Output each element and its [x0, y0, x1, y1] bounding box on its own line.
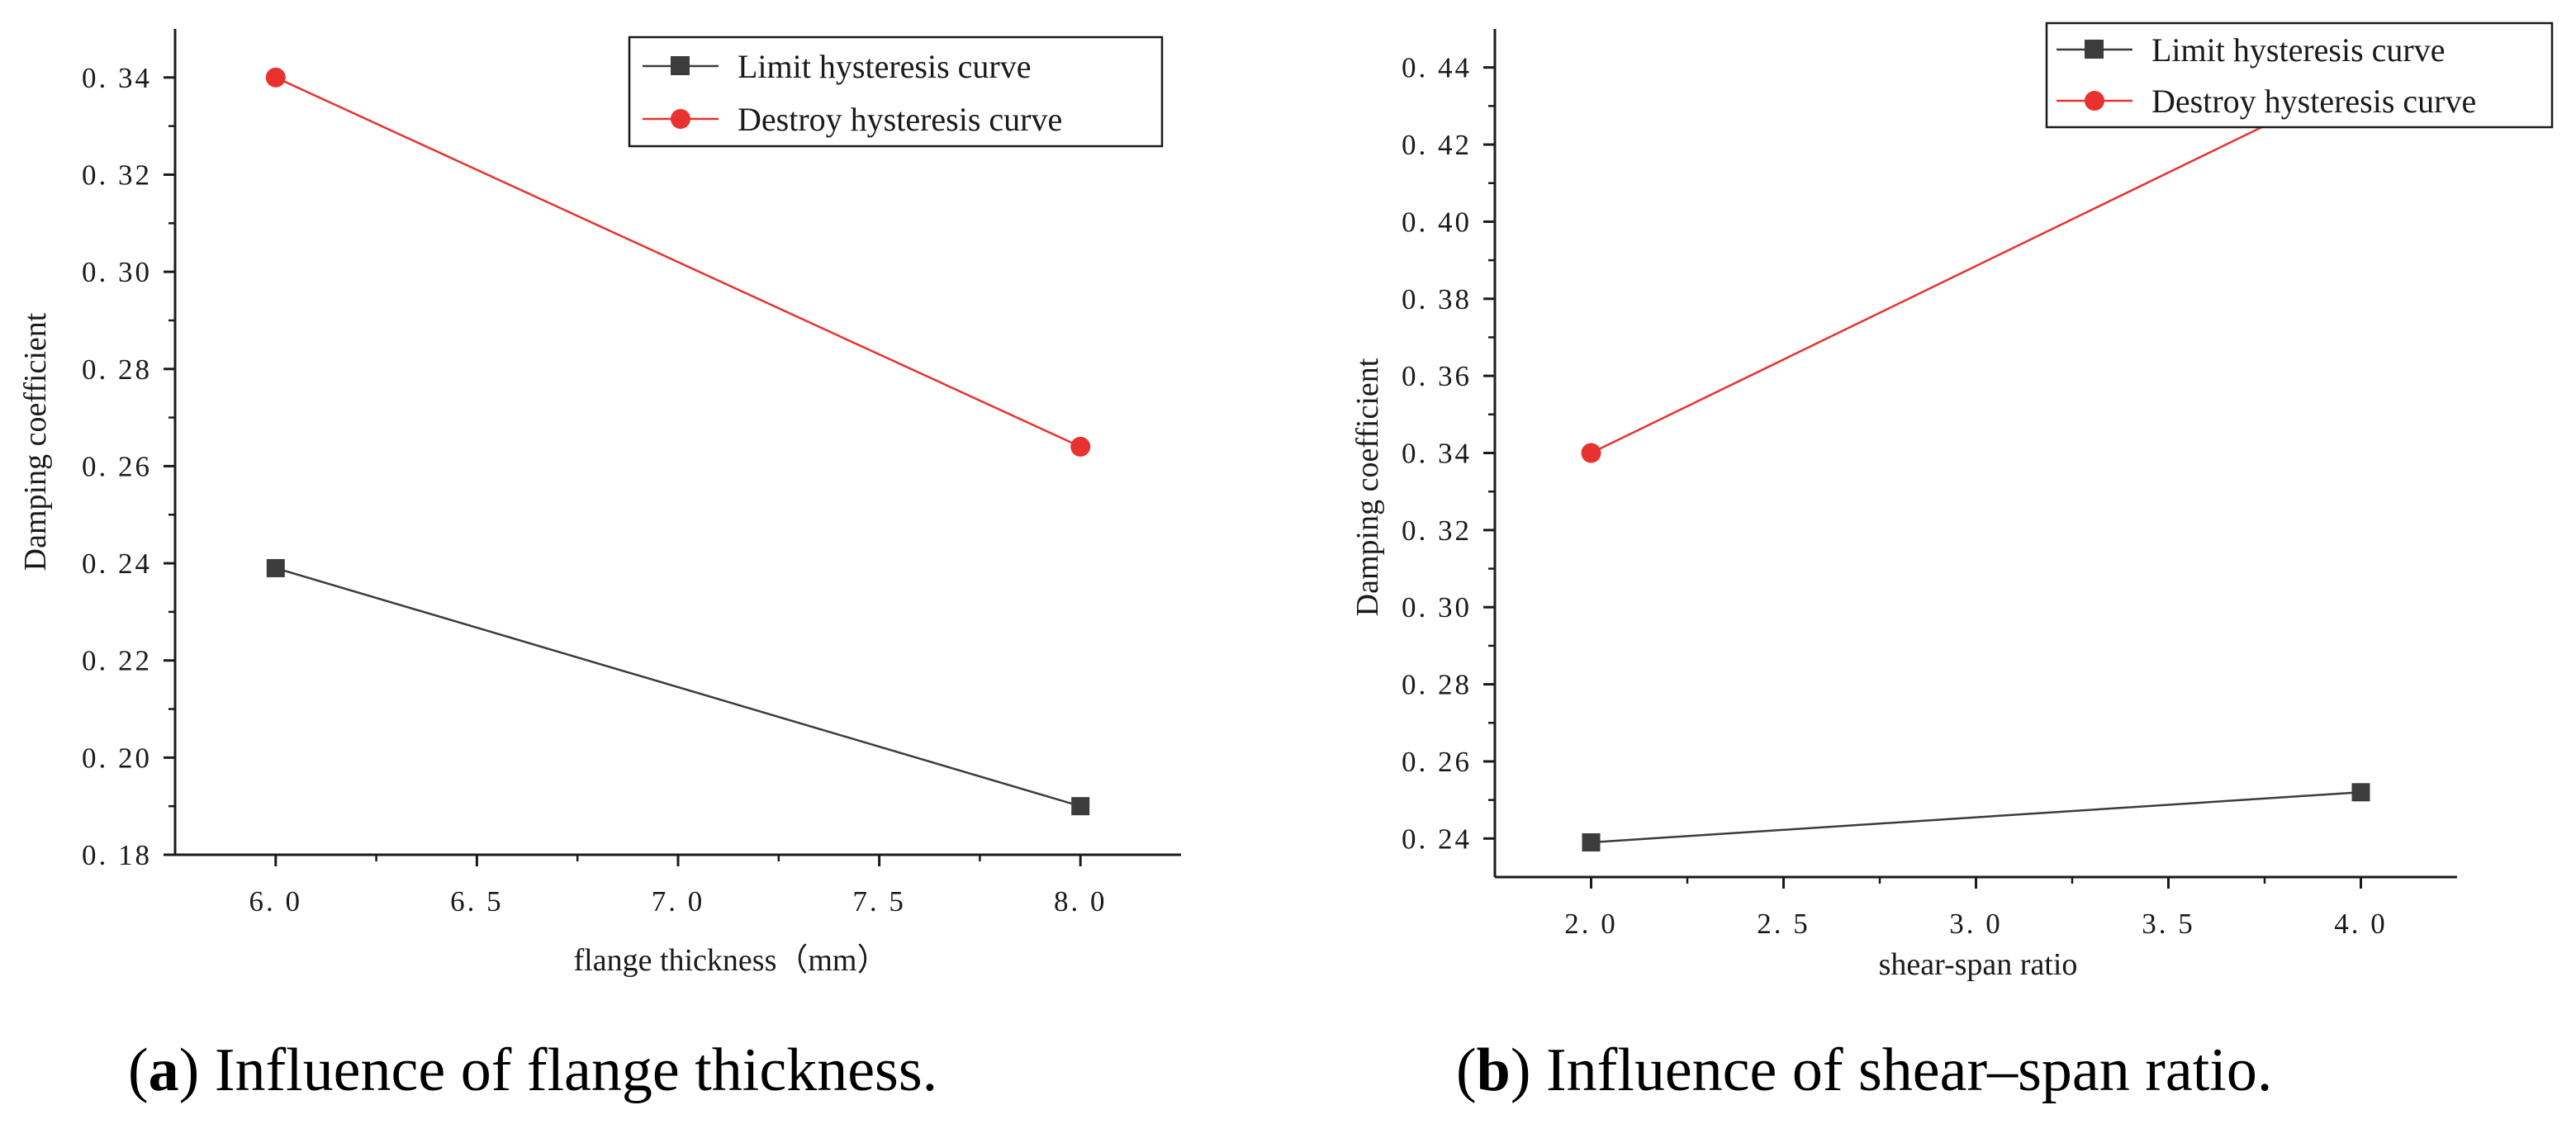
y-tick-label: 0. 26: [82, 450, 152, 482]
y-tick-label: 0. 36: [1402, 360, 1472, 392]
y-tick-label: 0. 32: [1402, 515, 1472, 547]
chart-panel-a: 0. 18 0. 20 0. 22 0. 24 0. 26 0. 28 0. 30 0. 32…: [18, 29, 1181, 1104]
y-ticks-b: 0. 24 0. 26 0. 28 0. 30 0. 32 0. 34 0. 36 0. 38…: [1402, 52, 1495, 855]
legend-b: Limit hysteresis curve Destroy hysteresi…: [2045, 21, 2554, 129]
y-axis-title-a: Damping coefficient: [18, 312, 53, 571]
x-tick-label: 3. 0: [1949, 908, 2003, 940]
x-tick-label: 6. 0: [249, 885, 303, 918]
legend-label-limit-b: Limit hysteresis curve: [2151, 31, 2445, 69]
plot-area-b: 0. 24 0. 26 0. 28 0. 30 0. 32 0. 34 0. 36 0. 38…: [1402, 29, 2457, 940]
caption-paren-close-a: ): [179, 1036, 200, 1104]
legend-box-b: [2045, 21, 2554, 129]
plot-area-a: 0. 18 0. 20 0. 22 0. 24 0. 26 0. 28 0. 30 0. 32…: [82, 29, 1181, 918]
legend-box-a: [628, 36, 1164, 148]
caption-letter-a: a: [149, 1036, 179, 1104]
x-ticks-b: 2. 0 2. 5 3. 0 3. 5 4. 0: [1564, 877, 2388, 940]
x-tick-label: 6. 5: [450, 885, 504, 918]
x-tick-label: 7. 5: [852, 885, 906, 918]
caption-text-a: Influence of flange thickness.: [199, 1036, 937, 1104]
series-line-limit: [1591, 791, 2361, 844]
legend-entry-limit-a: Limit hysteresis curve: [643, 48, 1031, 85]
legend-marker-limit-b: [2085, 40, 2104, 59]
legend-label-destroy-b: Destroy hysteresis curve: [2151, 83, 2476, 120]
legend-entry-limit-b: Limit hysteresis curve: [2057, 31, 2445, 69]
caption-a: (a) Influence of flange thickness.: [128, 1036, 937, 1104]
series-line-limit: [275, 567, 1081, 808]
legend-entry-destroy-b: Destroy hysteresis curve: [2057, 83, 2476, 120]
x-axis-title-a: flange thickness（mm）: [574, 943, 889, 978]
x-tick-label: 4. 0: [2334, 908, 2388, 940]
y-tick-label: 0. 32: [82, 159, 152, 191]
y-tick-label: 0. 30: [82, 256, 152, 288]
chart-panel-b: 0. 24 0. 26 0. 28 0. 30 0. 32 0. 34 0. 36 0. 38…: [1350, 21, 2554, 1104]
caption-paren-open-b: (: [1456, 1036, 1477, 1104]
x-tick-label: 3. 5: [2142, 908, 2195, 940]
legend-a: Limit hysteresis curve Destroy hysteresi…: [628, 36, 1164, 148]
series-lines-b: [1590, 78, 2362, 844]
legend-marker-destroy-a: [671, 109, 690, 129]
y-tick-label: 0. 38: [1402, 283, 1472, 315]
y-tick-label: 0. 42: [1402, 129, 1472, 161]
y-tick-label: 0. 34: [82, 62, 152, 94]
caption-text-b: Influence of shear–span ratio.: [1530, 1036, 2272, 1104]
x-tick-label: 2. 5: [1757, 908, 1810, 940]
y-tick-label: 0. 18: [82, 839, 152, 871]
x-tick-label: 2. 0: [1564, 908, 1618, 940]
data-point-destroy: [265, 67, 286, 88]
series-lines-a: [275, 76, 1081, 808]
caption-paren-close-b: ): [1511, 1036, 1531, 1104]
caption-letter-b: b: [1477, 1036, 1511, 1104]
y-tick-label: 0. 44: [1402, 52, 1472, 84]
y-ticks-a: 0. 18 0. 20 0. 22 0. 24 0. 26 0. 28 0. 30 0. 32…: [82, 62, 175, 871]
y-tick-label: 0. 40: [1402, 206, 1472, 238]
legend-marker-limit-a: [671, 56, 690, 75]
legend-label-destroy-a: Destroy hysteresis curve: [738, 101, 1062, 138]
y-tick-label: 0. 28: [1402, 669, 1472, 701]
caption-paren-open-a: (: [128, 1036, 149, 1104]
y-tick-label: 0. 26: [1402, 746, 1472, 778]
y-tick-label: 0. 24: [82, 548, 152, 580]
data-point-destroy: [1581, 443, 1601, 463]
data-point-limit: [266, 558, 285, 577]
series-markers-b: [1581, 69, 2371, 851]
x-tick-label: 7. 0: [652, 885, 705, 918]
y-tick-label: 0. 34: [1402, 438, 1472, 470]
caption-b: (b) Influence of shear–span ratio.: [1456, 1036, 2272, 1104]
series-line-destroy: [1590, 78, 2362, 454]
x-tick-label: 8. 0: [1054, 885, 1108, 918]
y-tick-label: 0. 30: [1402, 591, 1472, 624]
data-point-destroy: [1070, 436, 1091, 457]
y-tick-label: 0. 22: [82, 645, 152, 677]
legend-entry-destroy-a: Destroy hysteresis curve: [643, 101, 1062, 138]
y-axis-title-b: Damping coefficient: [1350, 358, 1385, 616]
series-markers-a: [265, 67, 1091, 816]
series-line-destroy: [275, 76, 1081, 448]
data-point-limit: [2351, 783, 2370, 802]
x-axis-title-b: shear-span ratio: [1879, 947, 2078, 982]
y-tick-label: 0. 20: [82, 742, 152, 774]
legend-label-limit-a: Limit hysteresis curve: [738, 48, 1031, 85]
data-point-limit: [1582, 832, 1601, 851]
y-tick-label: 0. 24: [1402, 823, 1472, 855]
x-ticks-a: 6. 0 6. 5 7. 0 7. 5 8. 0: [249, 855, 1108, 918]
y-tick-label: 0. 28: [82, 353, 152, 386]
legend-marker-destroy-b: [2085, 91, 2104, 111]
data-point-limit: [1071, 797, 1090, 816]
